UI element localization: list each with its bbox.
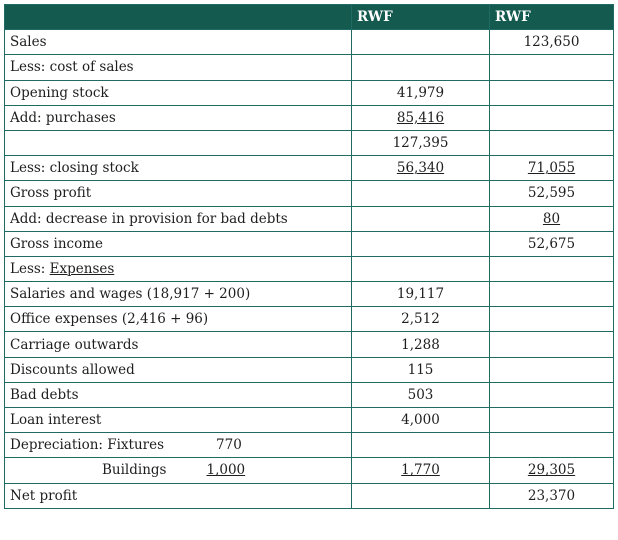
- right-value: [489, 79, 614, 106]
- mid-value: [351, 29, 490, 56]
- table-row: Opening stock 41,979: [4, 79, 614, 106]
- expenses-heading: Expenses: [49, 260, 115, 277]
- right-value: [489, 281, 614, 308]
- fixtures-amount: 770: [216, 437, 242, 454]
- right-value: 52,595: [489, 180, 614, 207]
- right-value: 52,675: [489, 230, 614, 257]
- mid-value: [351, 482, 490, 509]
- row-label: Less: cost of sales: [4, 54, 352, 81]
- right-value: [489, 356, 614, 383]
- row-label: Depreciation: Fixtures 770: [4, 432, 352, 459]
- mid-value: 127,395: [351, 129, 490, 157]
- right-value: [489, 255, 614, 283]
- table-row: Add: purchases 85,416: [4, 104, 614, 131]
- mid-value: 115: [351, 356, 490, 383]
- row-label: Net profit: [4, 482, 352, 509]
- mid-value: 1,770: [351, 457, 490, 484]
- buildings-amount: 1,000: [206, 462, 246, 479]
- row-label: Buildings 1,000: [4, 457, 352, 484]
- table-row: Net profit 23,370: [4, 482, 614, 509]
- table-row: Bad debts 503: [4, 381, 614, 409]
- row-label: Bad debts: [4, 381, 352, 409]
- right-value: [489, 54, 614, 81]
- row-label: Carriage outwards: [4, 331, 352, 358]
- right-value: [489, 306, 614, 333]
- mid-value: [351, 255, 490, 283]
- table-row: Office expenses (2,416 + 96) 2,512: [4, 306, 614, 333]
- mid-value: 4,000: [351, 406, 490, 434]
- mid-value: 2,512: [351, 306, 490, 333]
- underlined-value: 80: [542, 210, 561, 227]
- depreciation-label: Depreciation: Fixtures: [10, 437, 165, 454]
- row-label: Office expenses (2,416 + 96): [4, 306, 352, 333]
- right-value: 123,650: [489, 29, 614, 56]
- right-value: [489, 381, 614, 409]
- underlined-value: 85,416: [396, 109, 445, 126]
- row-label: Add: decrease in provision for bad debts: [4, 205, 352, 232]
- table-row: Depreciation: Fixtures 770: [4, 432, 614, 459]
- mid-value: 1,288: [351, 331, 490, 358]
- row-label: Discounts allowed: [4, 356, 352, 383]
- right-value: 71,055: [489, 155, 614, 182]
- table-row: Discounts allowed 115: [4, 356, 614, 383]
- table-row: Salaries and wages (18,917 + 200) 19,117: [4, 281, 614, 308]
- mid-value: [351, 205, 490, 232]
- row-label: Less: Expenses: [4, 255, 352, 283]
- underlined-value: 1,770: [401, 462, 440, 479]
- right-value: 29,305: [489, 457, 614, 484]
- table-row: Gross income 52,675: [4, 230, 614, 257]
- table-row: Sales 123,650: [4, 29, 614, 56]
- mid-value: 85,416: [351, 104, 490, 131]
- right-value: 23,370: [489, 482, 614, 509]
- underlined-value: 56,340: [396, 160, 445, 177]
- header-row: RWF RWF: [4, 3, 614, 31]
- row-label: [4, 129, 352, 157]
- right-value: [489, 129, 614, 157]
- table-row: Loan interest 4,000: [4, 406, 614, 434]
- row-label: Salaries and wages (18,917 + 200): [4, 281, 352, 308]
- right-value: [489, 331, 614, 358]
- table-row: Less: cost of sales: [4, 54, 614, 81]
- mid-value: 41,979: [351, 79, 490, 106]
- table-row: Buildings 1,000 1,770 29,305: [4, 457, 614, 484]
- row-label: Sales: [4, 29, 352, 56]
- mid-value: [351, 180, 490, 207]
- underlined-value: 71,055: [527, 160, 576, 177]
- mid-value: [351, 432, 490, 459]
- income-statement-table: RWF RWF Sales 123,650 Less: cost of sale…: [4, 3, 614, 509]
- table-row: Less: closing stock 56,340 71,055: [4, 155, 614, 182]
- mid-value: 56,340: [351, 155, 490, 182]
- table-row: Less: Expenses: [4, 255, 614, 283]
- row-label: Opening stock: [4, 79, 352, 106]
- header-description: [4, 3, 352, 31]
- expenses-prefix: Less:: [10, 260, 50, 277]
- header-currency-right: RWF: [489, 3, 614, 31]
- mid-value: 503: [351, 381, 490, 409]
- mid-value: 19,117: [351, 281, 490, 308]
- table-row: Gross profit 52,595: [4, 180, 614, 207]
- row-label: Less: closing stock: [4, 155, 352, 182]
- right-value: [489, 406, 614, 434]
- table-row: 127,395: [4, 129, 614, 157]
- table-row: Carriage outwards 1,288: [4, 331, 614, 358]
- row-label: Loan interest: [4, 406, 352, 434]
- row-label: Gross income: [4, 230, 352, 257]
- row-label: Add: purchases: [4, 104, 352, 131]
- right-value: [489, 432, 614, 459]
- mid-value: [351, 54, 490, 81]
- row-label: Gross profit: [4, 180, 352, 207]
- right-value: 80: [489, 205, 614, 232]
- mid-value: [351, 230, 490, 257]
- right-value: [489, 104, 614, 131]
- table-row: Add: decrease in provision for bad debts…: [4, 205, 614, 232]
- buildings-label: Buildings: [102, 462, 167, 479]
- underlined-value: 29,305: [527, 462, 576, 479]
- header-currency-mid: RWF: [351, 3, 490, 31]
